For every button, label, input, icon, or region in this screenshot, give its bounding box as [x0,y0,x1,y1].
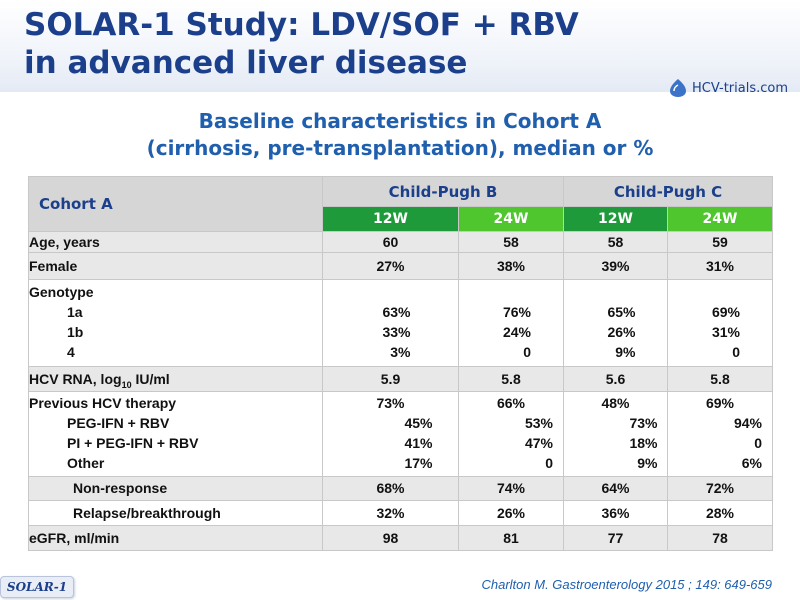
col-c-24w: 24W [666,206,774,232]
row-label: Female [28,252,323,280]
table-row-genotype: Genotype 1a 1b 4 63% 33% 3% 76% 24% 0 65… [28,279,774,367]
title-line-2: in advanced liver disease [24,45,468,81]
row-label: Genotype 1a 1b 4 [28,279,323,367]
table-cell: 63% 33% 3% [322,279,459,367]
table-cell: 77 [563,525,668,551]
row-label: Relapse/breakthrough [28,500,323,526]
table-cell: 72% [666,476,774,501]
table-cell: 5.8 [666,366,774,392]
col-c-12w: 12W [563,206,668,232]
table-cell: 74% [458,476,564,501]
table-cell: 68% [322,476,459,501]
table-row-non-response: Non-response 68% 74% 64% 72% [28,476,774,501]
table-cell: 48% 73% 18% 9% [563,391,668,477]
study-badge: SOLAR-1 [0,576,74,598]
group-child-pugh-b: Child-Pugh B [322,176,564,207]
table-cell: 73% 45% 41% 17% [322,391,459,477]
corner-cell: Cohort A [28,176,323,232]
table-cell: 66% 53% 47% 0 [458,391,564,477]
table-cell: 32% [322,500,459,526]
table-cell: 27% [322,252,459,280]
header-row-groups: Cohort A Child-Pugh B Child-Pugh C [28,176,774,232]
group-child-pugh-c: Child-Pugh C [562,176,774,207]
row-label: Age, years [28,231,323,253]
baseline-table: Cohort A Child-Pugh B Child-Pugh C 12W 2… [28,176,774,551]
row-label: eGFR, ml/min [28,525,323,551]
citation: Charlton M. Gastroenterology 2015 ; 149:… [481,577,772,592]
row-label: Previous HCV therapy PEG-IFN + RBV PI + … [28,391,323,477]
table-row-hcv-rna: HCV RNA, log10 IU/ml 5.9 5.8 5.6 5.8 [28,366,774,392]
table-cell: 76% 24% 0 [458,279,564,367]
table-row-relapse: Relapse/breakthrough 32% 26% 36% 28% [28,500,774,526]
subtitle-line-1: Baseline characteristics in Cohort A [198,109,602,133]
table-cell: 26% [458,500,564,526]
table-row-age: Age, years 60 58 58 59 [28,231,774,253]
table-row-egfr: eGFR, ml/min 98 81 77 78 [28,525,774,551]
table-cell: 39% [563,252,668,280]
table-row-previous-therapy: Previous HCV therapy PEG-IFN + RBV PI + … [28,391,774,477]
title-line-1: SOLAR-1 Study: LDV/SOF + RBV [24,7,579,43]
table-cell: 78 [666,525,774,551]
table-cell: 64% [563,476,668,501]
table-cell: 81 [458,525,564,551]
title-band [0,0,800,92]
table-cell: 38% [458,252,564,280]
table-row-female: Female 27% 38% 39% 31% [28,252,774,280]
col-b-24w: 24W [458,206,564,232]
table-cell: 59 [666,231,774,253]
table-cell: 28% [666,500,774,526]
table-cell: 69% 31% 0 [666,279,774,367]
logo-mark-icon [670,79,687,97]
subtitle-line-2: (cirrhosis, pre-transplantation), median… [146,136,654,160]
table-cell: 69% 94% 0 6% [666,391,774,477]
header-row-weeks: 12W 24W 12W 24W [29,206,774,232]
table-cell: 58 [458,231,564,253]
logo-text: HCV-trials.com [692,80,788,96]
row-label: Non-response [28,476,323,501]
table-cell: 98 [322,525,459,551]
table-cell: 5.6 [563,366,668,392]
table-cell: 5.9 [322,366,459,392]
table-cell: 31% [666,252,774,280]
row-label: HCV RNA, log10 IU/ml [28,366,323,392]
table-cell: 5.8 [458,366,564,392]
table-cell: 60 [322,231,459,253]
slide-title: SOLAR-1 Study: LDV/SOF + RBV in advanced… [24,6,579,82]
table-heading: Baseline characteristics in Cohort A (ci… [0,108,800,162]
table-cell: 58 [563,231,668,253]
table-cell: 36% [563,500,668,526]
table-cell: 65% 26% 9% [563,279,668,367]
col-b-12w: 12W [322,206,459,232]
hcv-trials-logo: HCV-trials.com [667,76,788,100]
